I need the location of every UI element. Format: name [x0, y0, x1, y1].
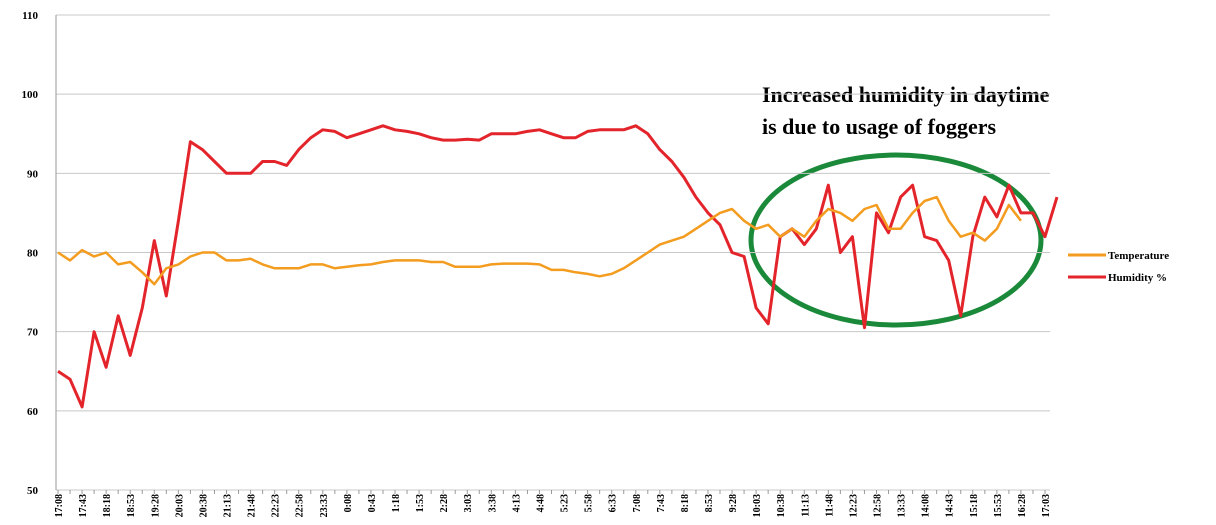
x-tick-label: 14:08	[921, 494, 932, 517]
y-tick-label: 80	[27, 248, 39, 260]
x-tick-label: 23:33	[319, 494, 330, 517]
y-tick-label: 50	[27, 485, 39, 497]
x-tick-label: 4:48	[535, 494, 546, 512]
x-tick-label: 14:43	[945, 494, 956, 517]
x-tick-label: 1:18	[391, 494, 402, 512]
x-tick-label: 22:58	[295, 494, 306, 517]
x-tick-label: 12:23	[848, 494, 859, 517]
x-tick-label: 3:38	[487, 494, 498, 512]
y-tick-label: 110	[22, 10, 38, 22]
x-tick-label: 13:33	[897, 494, 908, 517]
x-tick-label: 10:03	[752, 494, 763, 517]
x-tick-label: 8:18	[680, 494, 691, 512]
x-tick-label: 18:53	[126, 494, 137, 517]
x-tick-label: 5:58	[584, 494, 595, 512]
x-tick-label: 21:48	[247, 494, 258, 517]
x-tick-label: 3:03	[463, 494, 474, 512]
y-tick-label: 70	[27, 327, 39, 339]
highlight-ellipse	[748, 152, 1044, 328]
x-tick-label: 15:18	[969, 494, 980, 517]
x-tick-label: 20:03	[174, 494, 185, 517]
x-tick-label: 9:28	[728, 494, 739, 512]
x-tick-label: 15:53	[993, 494, 1004, 517]
x-tick-label: 8:53	[704, 494, 715, 512]
x-tick-label: 7:43	[656, 494, 667, 512]
x-tick-label: 11:13	[800, 494, 811, 517]
x-tick-label: 16:28	[1017, 494, 1028, 517]
x-tick-label: 19:28	[150, 494, 161, 517]
y-tick-label: 90	[27, 168, 39, 180]
x-tick-label: 22:23	[271, 494, 282, 517]
x-tick-label: 20:38	[198, 494, 209, 517]
x-tick-label: 4:13	[511, 494, 522, 512]
x-tick-label: 18:18	[102, 494, 113, 517]
x-tick-label: 6:33	[608, 494, 619, 512]
x-tick-label: 21:13	[223, 494, 234, 517]
series-line	[57, 195, 1022, 286]
y-tick-label: 100	[22, 89, 39, 101]
x-tick-label: 0:08	[343, 494, 354, 512]
x-tick-label: 17:03	[1041, 494, 1052, 517]
annotation: is due to usage of foggers	[762, 114, 996, 139]
x-tick-label: 5:23	[560, 494, 571, 512]
series-line	[57, 124, 1059, 409]
x-tick-label: 1:53	[415, 494, 426, 512]
x-tick-label: 7:08	[632, 494, 643, 512]
x-tick-label: 12:58	[872, 494, 883, 517]
legend-label: Humidity %	[1108, 272, 1167, 284]
x-tick-label: 17:43	[78, 494, 89, 517]
legend-label: Temperature	[1108, 250, 1169, 262]
x-tick-label: 17:08	[54, 494, 65, 517]
x-tick-label: 11:48	[824, 494, 835, 517]
x-tick-label: 2:28	[439, 494, 450, 512]
x-tick-label: 0:43	[367, 494, 378, 512]
x-tick-label: 10:38	[776, 494, 787, 517]
y-tick-label: 60	[27, 406, 39, 418]
